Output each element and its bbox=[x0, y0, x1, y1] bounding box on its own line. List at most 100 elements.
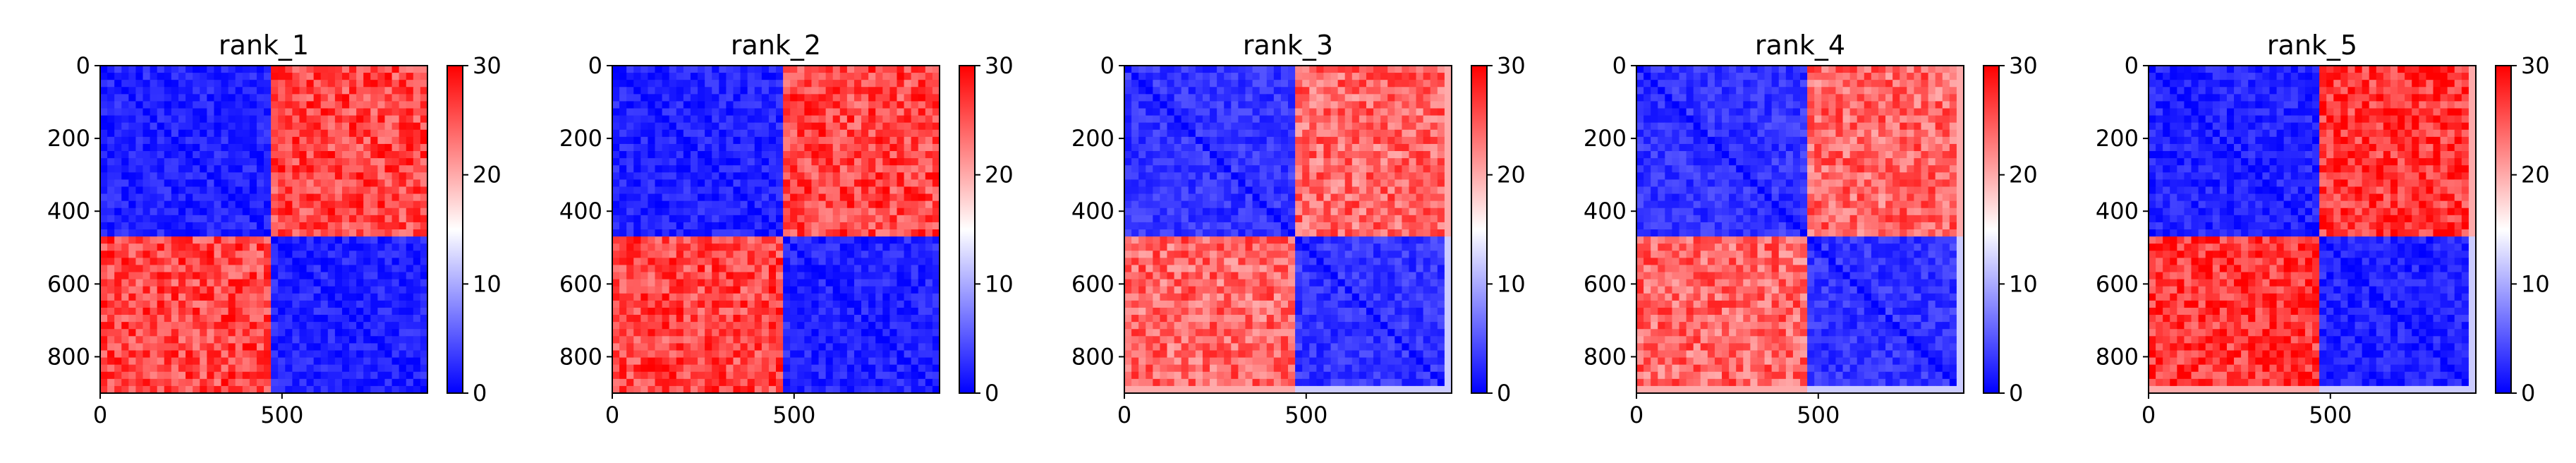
heatmap-cell bbox=[178, 108, 186, 116]
heatmap-cell bbox=[214, 179, 222, 188]
heatmap-cell bbox=[918, 385, 926, 394]
heatmap-cell bbox=[100, 315, 108, 323]
heatmap-cell bbox=[370, 251, 378, 258]
heatmap-cell bbox=[698, 336, 705, 344]
heatmap-cell bbox=[228, 115, 236, 124]
heatmap-cell bbox=[228, 286, 236, 294]
heatmap-cell bbox=[349, 378, 357, 387]
heatmap-cell bbox=[633, 265, 641, 273]
heatmap-cell bbox=[1217, 172, 1225, 180]
heatmap-cell bbox=[399, 272, 407, 280]
heatmap-cell bbox=[1202, 73, 1210, 80]
heatmap-cell bbox=[825, 66, 834, 73]
heatmap-cell bbox=[370, 73, 378, 80]
heatmap-cell bbox=[1217, 66, 1225, 73]
heatmap-cell bbox=[363, 122, 371, 131]
heatmap-cell bbox=[889, 307, 898, 315]
heatmap-cell bbox=[1387, 66, 1395, 73]
heatmap-cell bbox=[1181, 87, 1189, 95]
heatmap-cell bbox=[669, 222, 677, 230]
heatmap-cell bbox=[249, 378, 257, 387]
heatmap-cell bbox=[278, 122, 286, 131]
heatmap-cell bbox=[889, 172, 898, 180]
heatmap-cell bbox=[178, 307, 186, 315]
heatmap-cell bbox=[285, 193, 293, 202]
heatmap-cell bbox=[875, 87, 883, 95]
heatmap-cell bbox=[1231, 101, 1239, 109]
heatmap-cell bbox=[207, 236, 214, 244]
heatmap-cell bbox=[228, 385, 236, 394]
heatmap-cell bbox=[897, 286, 905, 294]
heatmap-cell bbox=[818, 315, 827, 323]
heatmap-cell bbox=[214, 293, 222, 301]
heatmap-cell bbox=[107, 315, 115, 323]
heatmap-cell bbox=[797, 115, 805, 124]
heatmap-cell bbox=[341, 215, 350, 223]
heatmap-cell bbox=[1195, 87, 1203, 95]
heatmap-cell bbox=[719, 151, 727, 159]
heatmap-cell bbox=[391, 215, 400, 223]
heatmap-cell bbox=[242, 101, 250, 109]
heatmap-cell bbox=[299, 151, 308, 159]
heatmap-cell bbox=[676, 101, 684, 109]
heatmap-cell bbox=[904, 129, 912, 138]
heatmap-cell bbox=[897, 293, 905, 301]
x-tick-label: 500 bbox=[772, 402, 815, 428]
heatmap-cell bbox=[761, 258, 770, 266]
heatmap-cell bbox=[633, 101, 641, 109]
heatmap-cell bbox=[1224, 151, 1232, 159]
heatmap-cell bbox=[313, 151, 322, 159]
heatmap-cell bbox=[384, 357, 393, 366]
heatmap-cell bbox=[334, 364, 343, 373]
heatmap-cell bbox=[413, 243, 421, 251]
heatmap-cell bbox=[612, 94, 620, 102]
heatmap-cell bbox=[228, 265, 236, 273]
heatmap-cell bbox=[1395, 136, 1402, 145]
heatmap-cell bbox=[662, 385, 670, 394]
heatmap-cell bbox=[1316, 115, 1325, 124]
heatmap-cell bbox=[135, 94, 144, 102]
heatmap-cell bbox=[334, 158, 343, 166]
heatmap-cell bbox=[640, 300, 649, 308]
heatmap-cell bbox=[761, 293, 770, 301]
heatmap-cell bbox=[882, 300, 890, 308]
heatmap-cell bbox=[356, 300, 364, 308]
heatmap-cell bbox=[932, 229, 940, 237]
heatmap-cell bbox=[726, 122, 734, 131]
heatmap-cell bbox=[1309, 80, 1317, 88]
heatmap-cell bbox=[264, 179, 272, 188]
heatmap-cell bbox=[171, 94, 179, 102]
heatmap-cell bbox=[377, 80, 386, 88]
heatmap-cell bbox=[1330, 151, 1339, 159]
heatmap-cell bbox=[292, 87, 300, 95]
heatmap-cell bbox=[719, 158, 727, 166]
heatmap-cell bbox=[911, 222, 919, 230]
heatmap-cell bbox=[861, 158, 869, 166]
heatmap-cell bbox=[1288, 115, 1296, 124]
heatmap-cell bbox=[1138, 143, 1146, 152]
heatmap-cell bbox=[1302, 87, 1310, 95]
heatmap-cell bbox=[612, 172, 620, 180]
heatmap-cell bbox=[761, 251, 770, 258]
heatmap-cell bbox=[193, 343, 200, 351]
heatmap-cell bbox=[797, 343, 805, 351]
heatmap-cell bbox=[1330, 94, 1339, 102]
heatmap-cell bbox=[790, 251, 798, 258]
heatmap-cell bbox=[178, 80, 186, 88]
heatmap-cell bbox=[754, 229, 763, 237]
heatmap-cell bbox=[761, 279, 770, 287]
heatmap-cell bbox=[733, 215, 741, 223]
heatmap-cell bbox=[853, 215, 862, 223]
heatmap-cell bbox=[256, 73, 265, 80]
heatmap-cell bbox=[399, 385, 407, 394]
heatmap-cell bbox=[406, 186, 414, 195]
heatmap-cell bbox=[1245, 108, 1253, 116]
heatmap-cell bbox=[285, 151, 293, 159]
heatmap-cell bbox=[193, 322, 200, 330]
heatmap-cell bbox=[135, 251, 144, 258]
heatmap-cell bbox=[164, 222, 172, 230]
heatmap-cell bbox=[193, 87, 200, 95]
heatmap-cell bbox=[1238, 151, 1246, 159]
heatmap-cell bbox=[712, 315, 719, 323]
heatmap-cell bbox=[292, 215, 300, 223]
